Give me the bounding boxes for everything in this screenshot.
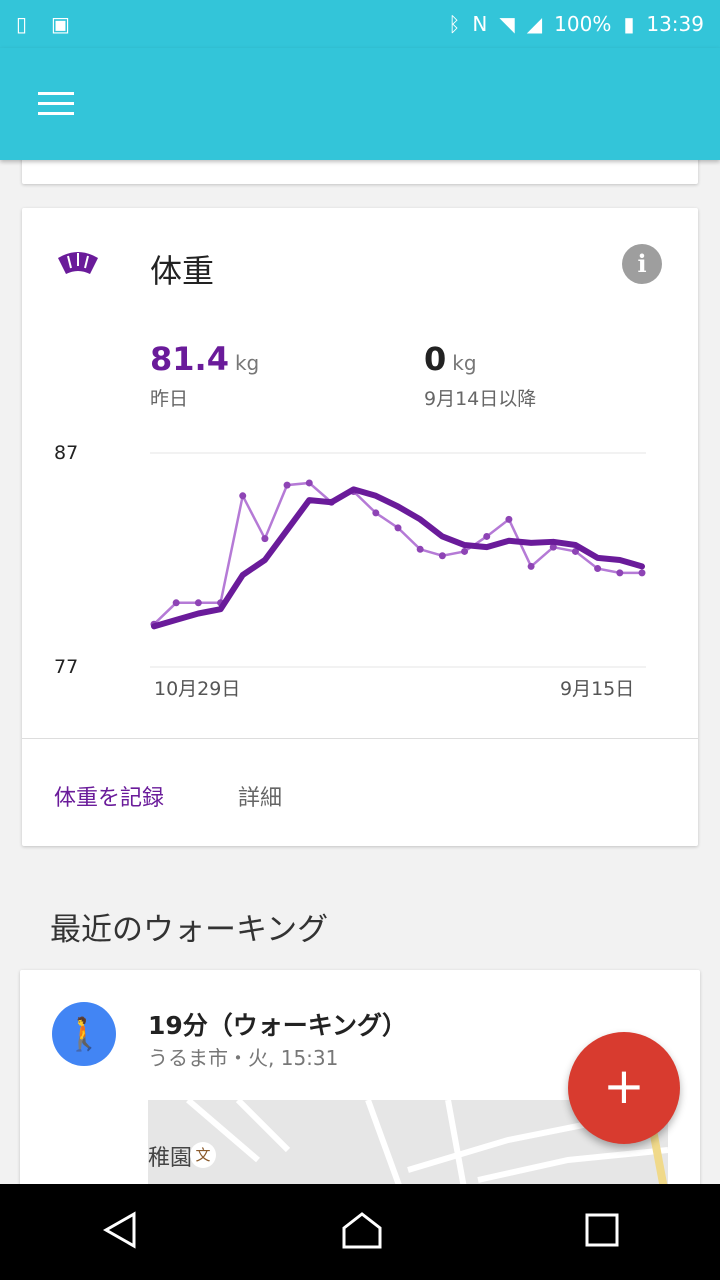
daily-point	[527, 562, 535, 570]
current-weight-label: 昨日	[150, 388, 189, 410]
daily-point	[616, 569, 624, 577]
phone-icon: ▯	[16, 12, 28, 36]
x-tick-start: 10月29日	[154, 678, 241, 700]
section-title: 最近のウォーキング	[50, 912, 329, 948]
change-unit: kg	[452, 351, 477, 375]
back-icon[interactable]	[100, 1210, 140, 1254]
y-tick-min: 77	[54, 656, 79, 678]
daily-point	[571, 547, 579, 555]
map-label: 稚園	[148, 1146, 193, 1171]
home-icon[interactable]	[340, 1210, 384, 1254]
daily-point	[394, 524, 402, 532]
menu-icon[interactable]	[38, 92, 74, 116]
weight-chart	[150, 452, 646, 668]
app-bar	[0, 48, 720, 160]
daily-point	[438, 552, 446, 560]
daily-point	[261, 535, 269, 543]
daily-point	[239, 492, 247, 500]
recents-icon[interactable]	[584, 1212, 620, 1252]
daily-point	[172, 599, 180, 607]
card-title: 体重	[150, 252, 215, 290]
daily-point	[461, 547, 469, 555]
change-value: 0	[424, 340, 447, 378]
daily-point	[638, 569, 646, 577]
walking-title: 19分（ウォーキング）	[148, 1011, 408, 1040]
daily-point	[416, 545, 424, 553]
add-button[interactable]: +	[568, 1032, 680, 1144]
y-tick-max: 87	[54, 442, 79, 464]
nfc-icon: N	[472, 12, 488, 36]
wifi-icon: ◥	[499, 12, 515, 36]
x-tick-end: 9月15日	[560, 678, 635, 700]
weight-card[interactable]: 体重 i 81.4 kg 昨日 0 kg 9月14日以降 87 77 10月29日 …	[22, 208, 698, 846]
nav-bar	[0, 1184, 720, 1280]
clock: 13:39	[646, 12, 704, 36]
daily-point	[194, 599, 202, 607]
current-weight-value: 81.4	[150, 340, 229, 378]
trend-line	[151, 486, 645, 630]
change-label: 9月14日以降	[424, 388, 537, 410]
current-weight: 81.4 kg 昨日	[150, 340, 259, 411]
divider	[22, 738, 698, 739]
weight-change: 0 kg 9月14日以降	[424, 340, 536, 411]
daily-point	[594, 565, 602, 573]
battery-text: 100%	[554, 12, 612, 36]
info-icon[interactable]: i	[622, 244, 662, 284]
scale-icon	[58, 252, 98, 274]
current-weight-unit: kg	[234, 351, 260, 375]
signal-icon: ◢	[526, 12, 543, 36]
battery-icon: ▮	[623, 12, 635, 36]
walking-subtitle: うるま市・火, 15:31	[148, 1046, 339, 1070]
bluetooth-icon: ᛒ	[448, 12, 461, 36]
image-icon: ▣	[51, 12, 70, 36]
daily-point	[483, 532, 491, 540]
daily-point	[549, 543, 557, 551]
daily-point	[505, 515, 513, 523]
daily-point	[305, 479, 313, 487]
walking-icon: 🚶	[52, 1002, 116, 1066]
daily-point	[372, 509, 380, 517]
details-button[interactable]: 詳細	[238, 786, 283, 811]
log-weight-button[interactable]: 体重を記録	[54, 786, 165, 811]
daily-point	[283, 481, 291, 489]
school-icon: 文	[190, 1142, 216, 1168]
status-bar: ▯ ▣ ᛒ N ◥ ◢ 100% ▮ 13:39	[0, 0, 720, 48]
